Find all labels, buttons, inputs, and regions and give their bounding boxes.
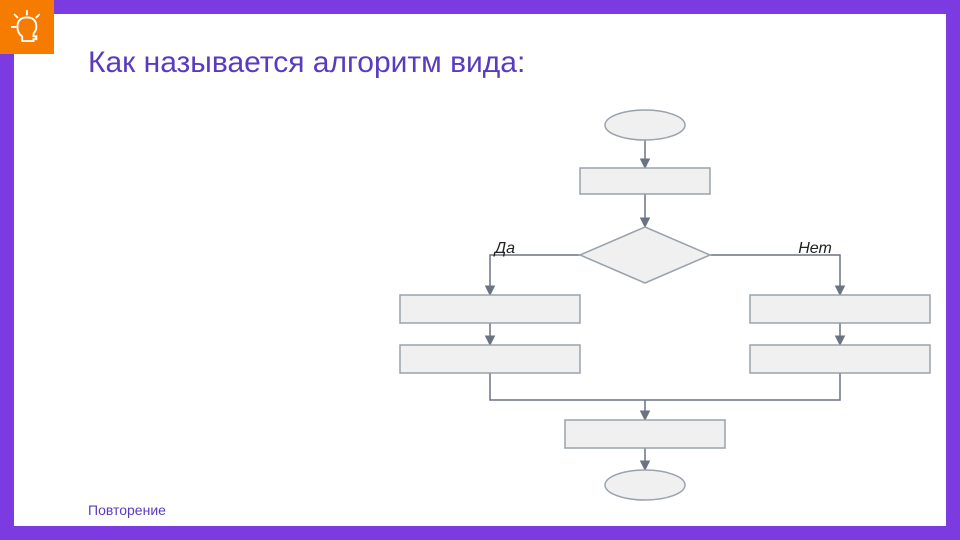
- svg-text:Нет: Нет: [798, 240, 832, 257]
- lightbulb-head-svg: [8, 8, 46, 46]
- svg-text:Да: Да: [493, 240, 515, 257]
- footer-label: Повторение: [88, 502, 166, 518]
- flowchart-diagram: Да Нет: [370, 100, 940, 510]
- slide-title: Как называется алгоритм вида:: [88, 46, 525, 80]
- lightbulb-head-icon: [0, 0, 54, 54]
- slide-frame: Как называется алгоритм вида: Повторение…: [0, 0, 960, 540]
